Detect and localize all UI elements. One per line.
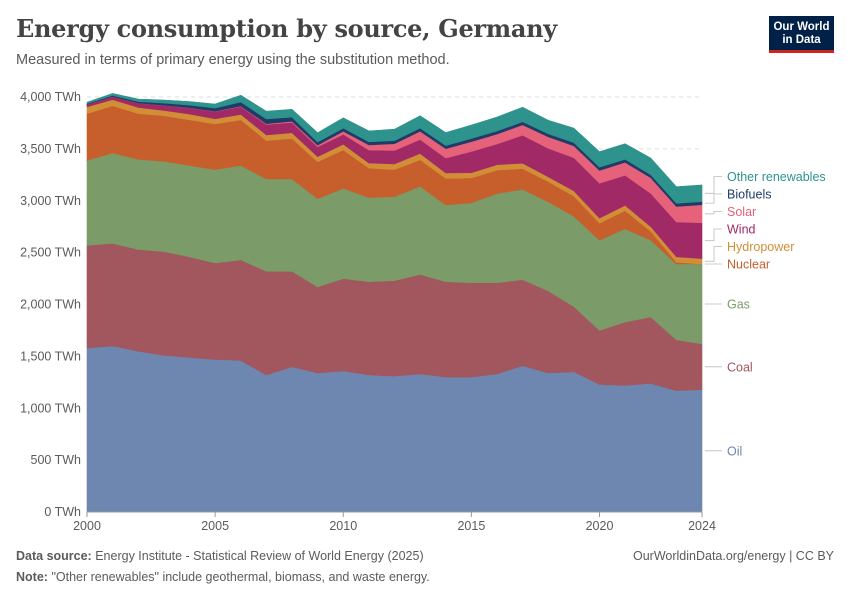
label-leader-line — [705, 228, 722, 242]
series-label-wind[interactable]: Wind — [727, 223, 756, 237]
series-label-biofuels[interactable]: Biofuels — [727, 188, 771, 202]
logo-accent-bar — [769, 50, 834, 53]
label-leader-line — [705, 211, 722, 215]
chart-title: Energy consumption by source, Germany — [16, 14, 557, 43]
label-leader-line — [705, 246, 722, 262]
x-tick-label: 2010 — [329, 519, 357, 533]
series-label-solar[interactable]: Solar — [727, 205, 756, 219]
y-tick-label: 0 TWh — [44, 505, 81, 519]
y-tick-label: 2,500 TWh — [20, 246, 81, 260]
source-line: Data source: Energy Institute - Statisti… — [16, 549, 424, 563]
note-line: Note: "Other renewables" include geother… — [16, 570, 430, 584]
y-tick-label: 3,000 TWh — [20, 194, 81, 208]
x-tick-label: 2005 — [201, 519, 229, 533]
x-tick-label: 2024 — [688, 519, 716, 533]
series-label-gas[interactable]: Gas — [727, 297, 750, 311]
logo-line-1: Our World — [773, 21, 830, 33]
note-text: "Other renewables" include geothermal, b… — [51, 570, 430, 584]
y-tick-label: 4,000 TWh — [20, 90, 81, 104]
owid-logo[interactable]: Our World in Data — [769, 16, 834, 53]
series-label-other_renewables[interactable]: Other renewables — [727, 170, 826, 184]
y-tick-label: 1,500 TWh — [20, 349, 81, 363]
series-labels: Oil Coal Gas Nuclear Hydropower Wind Solar Biof… — [705, 170, 826, 458]
note-label: Note: — [16, 570, 48, 584]
label-leader-line — [705, 193, 722, 204]
series-label-oil[interactable]: Oil — [727, 444, 742, 458]
credit-link[interactable]: OurWorldinData.org/energy | CC BY — [632, 549, 834, 563]
x-tick-label: 2015 — [457, 519, 485, 533]
series-label-coal[interactable]: Coal — [727, 360, 753, 374]
source-text[interactable]: Energy Institute - Statistical Review of… — [95, 549, 424, 563]
series-label-hydropower[interactable]: Hydropower — [727, 240, 794, 254]
y-tick-label: 500 TWh — [31, 453, 82, 467]
y-tick-label: 2,000 TWh — [20, 298, 81, 312]
label-leader-line — [705, 176, 722, 194]
logo-line-2: in Data — [782, 34, 821, 46]
area-other_renewables[interactable] — [86, 93, 703, 204]
axes: 0 TWh 500 TWh 1,000 TWh 1,500 TWh 2,000 TWh 2… — [20, 90, 716, 533]
y-tick-label: 3,500 TWh — [20, 142, 81, 156]
x-tick-label: 2020 — [586, 519, 614, 533]
source-label: Data source: — [16, 549, 92, 563]
area-series-group — [86, 93, 703, 513]
series-label-nuclear[interactable]: Nuclear — [727, 258, 770, 272]
chart-subtitle: Measured in terms of primary energy usin… — [16, 52, 450, 68]
y-tick-label: 1,000 TWh — [20, 401, 81, 415]
x-tick-label: 2000 — [73, 519, 101, 533]
